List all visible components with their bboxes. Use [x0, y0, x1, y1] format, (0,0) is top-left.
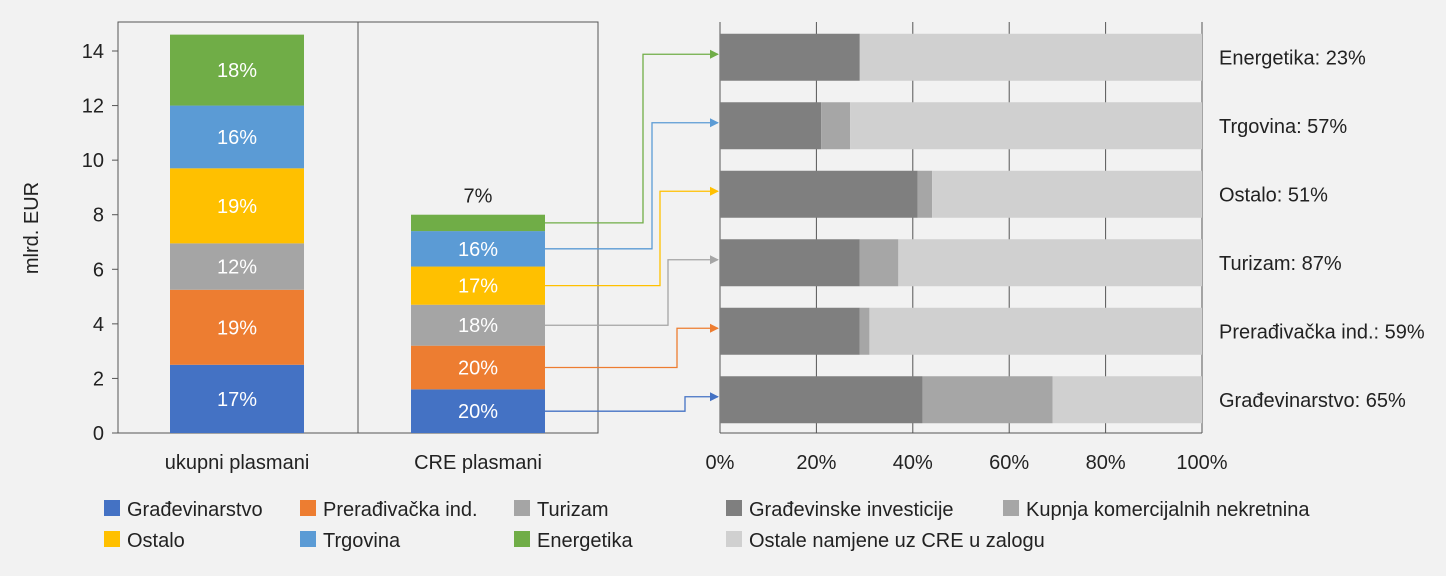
connector-arrow — [545, 255, 719, 326]
legend-label: Turizam — [537, 499, 608, 521]
row-label: Trgovina: 57% — [1219, 116, 1347, 138]
x-tick-label: 20% — [796, 452, 836, 474]
connector-arrow — [545, 323, 719, 369]
legend-swatch — [1003, 500, 1019, 516]
data-label: 18% — [458, 315, 498, 337]
data-label: 18% — [217, 60, 257, 82]
hbar-segment — [869, 307, 1202, 355]
hbar-segment — [932, 170, 1202, 218]
x-category-label: ukupni plasmani — [165, 452, 310, 474]
bar-segment — [411, 231, 545, 267]
legend-label: Ostale namjene uz CRE u zalogu — [749, 530, 1045, 552]
bar-segment — [411, 389, 545, 433]
legend-swatch — [104, 531, 120, 547]
x-tick-label: 0% — [706, 452, 735, 474]
row-label: Ostalo: 51% — [1219, 184, 1328, 206]
connector-arrow — [545, 186, 719, 287]
y-tick-label: 10 — [82, 150, 104, 172]
connector-arrow — [545, 49, 719, 224]
x-tick-label: 100% — [1176, 452, 1227, 474]
hbar-segment — [720, 170, 918, 218]
hbar-segment — [859, 239, 899, 287]
legend-label: Ostalo — [127, 530, 185, 552]
x-tick-label: 40% — [893, 452, 933, 474]
y-tick-label: 0 — [93, 423, 104, 445]
data-label: 19% — [217, 317, 257, 339]
hbar-segment — [720, 307, 860, 355]
row-label: Prerađivačka ind.: 59% — [1219, 321, 1425, 343]
legend-label: Građevinske investicije — [749, 499, 954, 521]
hbar-segment — [859, 307, 870, 355]
hbar-segment — [720, 376, 923, 424]
legend-label: Prerađivačka ind. — [323, 499, 478, 521]
x-tick-label: 80% — [1086, 452, 1126, 474]
hbar-segment — [1052, 376, 1202, 424]
legend-swatch — [726, 531, 742, 547]
x-category-label: CRE plasmani — [414, 452, 542, 474]
data-label: 7% — [464, 186, 493, 208]
legend-label: Građevinarstvo — [127, 499, 263, 521]
bar-segment — [170, 105, 304, 169]
legend-swatch — [726, 500, 742, 516]
y-tick-label: 14 — [82, 41, 104, 63]
hbar-segment — [917, 170, 933, 218]
legend-swatch — [300, 500, 316, 516]
hbar-segment — [720, 239, 860, 287]
legend-swatch — [104, 500, 120, 516]
row-label: Turizam: 87% — [1219, 253, 1342, 275]
legend-swatch — [514, 500, 530, 516]
data-label: 16% — [458, 239, 498, 261]
hbar-segment — [720, 33, 860, 81]
bar-segment — [170, 34, 304, 106]
data-label: 20% — [458, 401, 498, 423]
hbar-segment — [720, 102, 822, 150]
data-label: 20% — [458, 358, 498, 380]
hbar-segment — [922, 376, 1053, 424]
data-label: 17% — [458, 276, 498, 298]
data-label: 16% — [217, 127, 257, 149]
hbar-segment — [850, 102, 1202, 150]
row-label: Energetika: 23% — [1219, 47, 1366, 69]
bar-segment — [411, 345, 545, 390]
bar-segment — [170, 289, 304, 365]
y-tick-label: 8 — [93, 205, 104, 227]
y-tick-label: 4 — [93, 314, 104, 336]
data-label: 12% — [217, 257, 257, 279]
y-tick-label: 12 — [82, 96, 104, 118]
bar-segment — [170, 243, 304, 290]
data-label: 19% — [217, 196, 257, 218]
legend-swatch — [300, 531, 316, 547]
y-tick-label: 2 — [93, 368, 104, 390]
hbar-segment — [898, 239, 1202, 287]
row-label: Građevinarstvo: 65% — [1219, 390, 1406, 412]
y-tick-label: 6 — [93, 259, 104, 281]
connector-arrow — [545, 392, 719, 412]
hbar-segment — [821, 102, 851, 150]
x-tick-label: 60% — [989, 452, 1029, 474]
y-axis-label: mlrd. EUR — [21, 182, 43, 274]
bar-segment — [411, 214, 545, 232]
data-label: 17% — [217, 389, 257, 411]
bar-segment — [170, 168, 304, 244]
hbar-segment — [859, 33, 1202, 81]
connector-arrow — [545, 118, 719, 250]
bar-segment — [411, 304, 545, 346]
legend-label: Kupnja komercijalnih nekretnina — [1026, 499, 1310, 521]
legend-label: Energetika — [537, 530, 633, 552]
bar-segment — [411, 266, 545, 305]
legend-swatch — [514, 531, 530, 547]
bar-segment — [170, 364, 304, 433]
legend-label: Trgovina — [323, 530, 401, 552]
